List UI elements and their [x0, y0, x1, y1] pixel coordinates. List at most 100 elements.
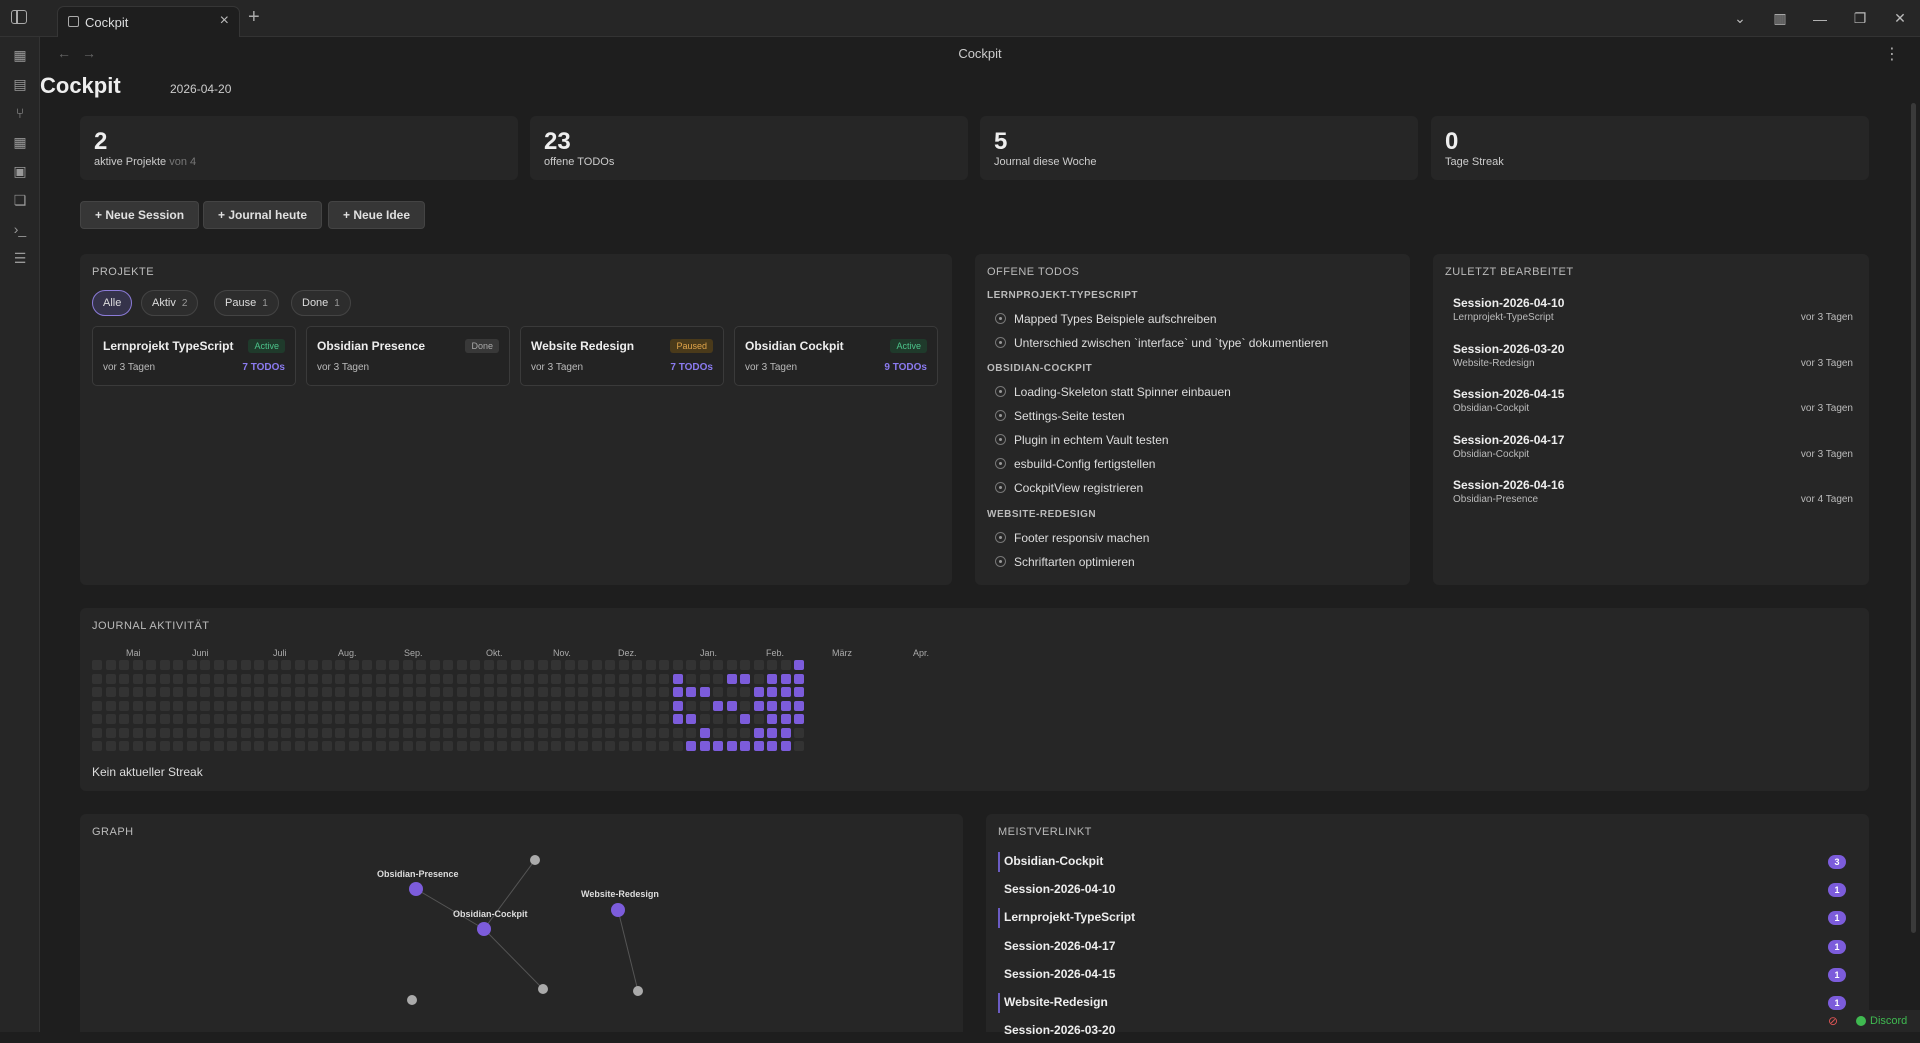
new-tab-icon[interactable]: +: [248, 6, 260, 29]
heatmap-cell[interactable]: [416, 714, 426, 724]
recent-item[interactable]: Session-2026-04-17 Obsidian-Cockpit vor …: [1453, 433, 1853, 460]
heatmap-cell[interactable]: [403, 687, 413, 697]
heatmap-cell[interactable]: [727, 741, 737, 751]
heatmap-cell[interactable]: [713, 714, 723, 724]
heatmap-cell[interactable]: [524, 660, 534, 670]
heatmap-cell[interactable]: [227, 701, 237, 711]
heatmap-cell[interactable]: [578, 714, 588, 724]
heatmap-cell[interactable]: [673, 714, 683, 724]
heatmap-cell[interactable]: [403, 741, 413, 751]
heatmap-cell[interactable]: [443, 660, 453, 670]
heatmap-cell[interactable]: [646, 687, 656, 697]
heatmap-cell[interactable]: [781, 660, 791, 670]
recent-item[interactable]: Session-2026-04-15 Obsidian-Cockpit vor …: [1453, 387, 1853, 414]
new-idea-button[interactable]: + Neue Idee: [328, 201, 425, 229]
heatmap-cell[interactable]: [686, 660, 696, 670]
sync-off-icon[interactable]: ⊘: [1828, 1014, 1838, 1028]
heatmap-cell[interactable]: [511, 674, 521, 684]
calendar-icon[interactable]: ▣: [12, 163, 28, 179]
copy-icon[interactable]: ❏: [12, 192, 28, 208]
heatmap-cell[interactable]: [308, 728, 318, 738]
heatmap-cell[interactable]: [119, 701, 129, 711]
heatmap-cell[interactable]: [362, 687, 372, 697]
heatmap-cell[interactable]: [92, 741, 102, 751]
heatmap-cell[interactable]: [646, 674, 656, 684]
heatmap-cell[interactable]: [376, 674, 386, 684]
heatmap-cell[interactable]: [565, 728, 575, 738]
heatmap-cell[interactable]: [632, 660, 642, 670]
heatmap-cell[interactable]: [187, 741, 197, 751]
heatmap-cell[interactable]: [524, 728, 534, 738]
heatmap-cell[interactable]: [92, 687, 102, 697]
heatmap-cell[interactable]: [538, 687, 548, 697]
heatmap-cell[interactable]: [106, 687, 116, 697]
heatmap-cell[interactable]: [146, 660, 156, 670]
heatmap-cell[interactable]: [632, 687, 642, 697]
heatmap-cell[interactable]: [335, 741, 345, 751]
heatmap-cell[interactable]: [781, 728, 791, 738]
heatmap-cell[interactable]: [187, 728, 197, 738]
heatmap-cell[interactable]: [700, 660, 710, 670]
heatmap-cell[interactable]: [781, 714, 791, 724]
checkbox-icon[interactable]: [995, 410, 1006, 421]
heatmap-cell[interactable]: [470, 741, 480, 751]
heatmap-cell[interactable]: [254, 687, 264, 697]
heatmap-cell[interactable]: [389, 674, 399, 684]
heatmap-cell[interactable]: [403, 660, 413, 670]
heatmap-cell[interactable]: [430, 714, 440, 724]
heatmap-cell[interactable]: [754, 660, 764, 670]
blocks-icon[interactable]: ▦: [12, 134, 28, 150]
heatmap-cell[interactable]: [673, 701, 683, 711]
heatmap-cell[interactable]: [767, 687, 777, 697]
heatmap-cell[interactable]: [200, 714, 210, 724]
heatmap-cell[interactable]: [173, 660, 183, 670]
todo-item[interactable]: Settings-Seite testen: [995, 409, 1125, 423]
close-window-icon[interactable]: ✕: [1880, 10, 1920, 27]
heatmap-cell[interactable]: [578, 701, 588, 711]
project-card[interactable]: Obsidian Presence Done vor 3 Tagen: [306, 326, 510, 386]
heatmap-cell[interactable]: [227, 714, 237, 724]
heatmap-cell[interactable]: [673, 674, 683, 684]
heatmap-cell[interactable]: [578, 728, 588, 738]
heatmap-cell[interactable]: [403, 714, 413, 724]
heatmap-cell[interactable]: [160, 741, 170, 751]
filter-all[interactable]: Alle: [92, 290, 132, 316]
heatmap-cell[interactable]: [133, 687, 143, 697]
heatmap-cell[interactable]: [308, 714, 318, 724]
heatmap-cell[interactable]: [686, 687, 696, 697]
heatmap-cell[interactable]: [227, 728, 237, 738]
heatmap-cell[interactable]: [632, 741, 642, 751]
heatmap-cell[interactable]: [524, 674, 534, 684]
heatmap-cell[interactable]: [322, 674, 332, 684]
heatmap-cell[interactable]: [295, 701, 305, 711]
heatmap-cell[interactable]: [538, 728, 548, 738]
close-icon[interactable]: ×: [220, 12, 229, 30]
heatmap-cell[interactable]: [133, 674, 143, 684]
heatmap-cell[interactable]: [389, 687, 399, 697]
heatmap-cell[interactable]: [349, 701, 359, 711]
heatmap-cell[interactable]: [443, 741, 453, 751]
heatmap-cell[interactable]: [794, 701, 804, 711]
heatmap-cell[interactable]: [605, 687, 615, 697]
heatmap-cell[interactable]: [619, 660, 629, 670]
heatmap-cell[interactable]: [241, 728, 251, 738]
heatmap-cell[interactable]: [92, 701, 102, 711]
heatmap-cell[interactable]: [551, 701, 561, 711]
heatmap-cell[interactable]: [713, 687, 723, 697]
heatmap-cell[interactable]: [794, 728, 804, 738]
heatmap-cell[interactable]: [349, 714, 359, 724]
heatmap-cell[interactable]: [146, 687, 156, 697]
heatmap-cell[interactable]: [497, 687, 507, 697]
heatmap-cell[interactable]: [376, 701, 386, 711]
graph-node[interactable]: [538, 984, 548, 994]
heatmap-cell[interactable]: [632, 728, 642, 738]
heatmap-cell[interactable]: [740, 728, 750, 738]
heatmap-cell[interactable]: [200, 674, 210, 684]
heatmap-cell[interactable]: [740, 674, 750, 684]
heatmap-cell[interactable]: [92, 714, 102, 724]
heatmap-cell[interactable]: [254, 714, 264, 724]
heatmap-cell[interactable]: [214, 674, 224, 684]
heatmap-cell[interactable]: [592, 714, 602, 724]
terminal-icon[interactable]: ›_: [12, 221, 28, 237]
heatmap-cell[interactable]: [133, 741, 143, 751]
